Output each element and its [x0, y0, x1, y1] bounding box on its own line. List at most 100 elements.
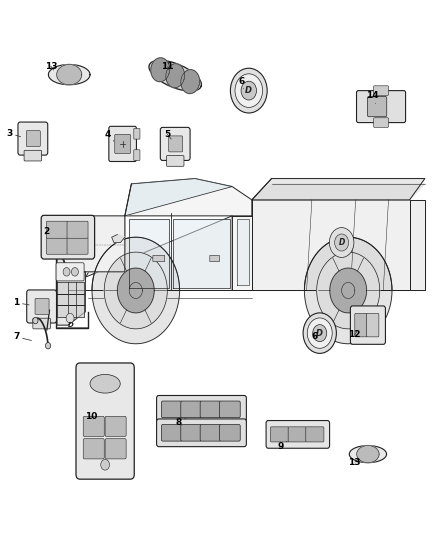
Polygon shape: [49, 64, 90, 85]
Polygon shape: [125, 179, 252, 216]
FancyBboxPatch shape: [271, 427, 289, 442]
Circle shape: [71, 268, 78, 276]
FancyBboxPatch shape: [200, 424, 221, 441]
Circle shape: [33, 317, 38, 324]
FancyBboxPatch shape: [41, 215, 95, 259]
Text: 13: 13: [45, 62, 57, 70]
Polygon shape: [57, 282, 84, 317]
Text: 5: 5: [164, 130, 171, 139]
FancyBboxPatch shape: [162, 401, 182, 418]
Text: D: D: [316, 329, 323, 337]
Circle shape: [63, 268, 70, 276]
Circle shape: [329, 228, 354, 257]
FancyBboxPatch shape: [160, 127, 190, 160]
FancyBboxPatch shape: [162, 424, 182, 441]
FancyBboxPatch shape: [288, 427, 306, 442]
Text: 12: 12: [349, 330, 361, 339]
FancyBboxPatch shape: [357, 91, 406, 123]
Polygon shape: [85, 216, 232, 290]
FancyBboxPatch shape: [56, 263, 84, 281]
Polygon shape: [125, 179, 232, 216]
FancyBboxPatch shape: [350, 306, 385, 344]
FancyBboxPatch shape: [24, 150, 42, 161]
Text: 1: 1: [14, 298, 29, 307]
Text: 4: 4: [104, 130, 114, 141]
Circle shape: [335, 234, 349, 251]
FancyBboxPatch shape: [200, 401, 221, 418]
FancyBboxPatch shape: [115, 134, 131, 154]
Circle shape: [101, 459, 110, 470]
FancyBboxPatch shape: [83, 439, 104, 459]
Polygon shape: [104, 252, 167, 329]
Text: D: D: [245, 86, 252, 95]
Circle shape: [235, 74, 263, 108]
Text: 8: 8: [176, 418, 186, 426]
Polygon shape: [410, 200, 425, 290]
FancyBboxPatch shape: [355, 313, 367, 337]
Text: 14: 14: [366, 92, 378, 103]
FancyBboxPatch shape: [67, 221, 88, 238]
FancyBboxPatch shape: [153, 255, 165, 262]
Polygon shape: [252, 179, 425, 200]
FancyBboxPatch shape: [374, 86, 389, 95]
Text: 9: 9: [277, 441, 287, 451]
Polygon shape: [112, 235, 125, 243]
FancyBboxPatch shape: [46, 237, 67, 254]
FancyBboxPatch shape: [367, 96, 387, 117]
FancyBboxPatch shape: [35, 298, 49, 314]
FancyBboxPatch shape: [157, 395, 246, 423]
FancyBboxPatch shape: [105, 416, 126, 437]
FancyBboxPatch shape: [33, 318, 50, 329]
FancyBboxPatch shape: [306, 427, 324, 442]
FancyBboxPatch shape: [18, 122, 48, 155]
FancyBboxPatch shape: [134, 150, 140, 160]
FancyBboxPatch shape: [374, 118, 389, 127]
Circle shape: [313, 325, 327, 342]
FancyBboxPatch shape: [219, 424, 240, 441]
Polygon shape: [357, 446, 379, 463]
Polygon shape: [117, 268, 154, 313]
Polygon shape: [57, 64, 81, 85]
Polygon shape: [232, 216, 252, 290]
FancyBboxPatch shape: [157, 419, 246, 447]
Polygon shape: [173, 219, 230, 288]
Circle shape: [66, 313, 74, 323]
Polygon shape: [92, 237, 180, 344]
Polygon shape: [304, 237, 392, 344]
Text: 3: 3: [7, 129, 21, 138]
Ellipse shape: [90, 374, 120, 393]
Circle shape: [241, 81, 257, 100]
FancyBboxPatch shape: [181, 424, 201, 441]
Text: D: D: [339, 238, 345, 247]
FancyBboxPatch shape: [26, 131, 40, 147]
FancyBboxPatch shape: [181, 401, 201, 418]
Text: 6: 6: [239, 77, 245, 88]
Polygon shape: [151, 58, 170, 82]
FancyBboxPatch shape: [219, 401, 240, 418]
Polygon shape: [59, 216, 125, 272]
Polygon shape: [129, 219, 169, 288]
Polygon shape: [181, 70, 200, 94]
Text: 11: 11: [162, 62, 174, 71]
Polygon shape: [350, 446, 386, 463]
FancyBboxPatch shape: [67, 237, 88, 254]
Text: 6: 6: [311, 333, 318, 341]
Polygon shape: [166, 64, 184, 87]
Circle shape: [46, 343, 51, 349]
Polygon shape: [57, 245, 85, 325]
Text: 10: 10: [85, 413, 97, 421]
Circle shape: [307, 318, 332, 349]
Circle shape: [230, 68, 267, 113]
FancyBboxPatch shape: [266, 421, 330, 448]
Text: 13: 13: [349, 458, 361, 466]
FancyBboxPatch shape: [76, 363, 134, 479]
Polygon shape: [252, 184, 425, 200]
FancyBboxPatch shape: [169, 136, 183, 152]
Text: 2: 2: [43, 228, 49, 236]
FancyBboxPatch shape: [367, 313, 379, 337]
FancyBboxPatch shape: [105, 439, 126, 459]
FancyBboxPatch shape: [166, 156, 184, 166]
Polygon shape: [317, 252, 380, 329]
FancyBboxPatch shape: [210, 255, 219, 262]
Polygon shape: [252, 200, 410, 290]
